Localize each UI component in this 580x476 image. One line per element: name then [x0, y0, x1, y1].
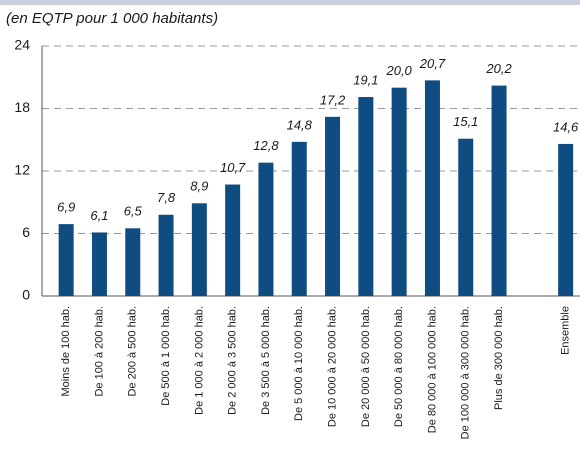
x-tick-label: De 500 à 1 000 hab.	[160, 306, 172, 406]
x-tick-label: De 2 000 à 3 500 hab.	[227, 306, 239, 415]
x-tick-label: De 100 à 200 hab.	[93, 306, 105, 397]
value-label: 6,5	[124, 204, 143, 219]
bar	[91, 232, 107, 296]
value-label: 14,6	[553, 119, 579, 134]
value-label: 6,1	[90, 208, 108, 223]
top-band	[0, 0, 580, 5]
value-label: 10,7	[220, 160, 246, 175]
bar	[258, 162, 274, 296]
bar	[191, 203, 207, 296]
x-tick-label: De 5 000 à 10 000 hab.	[293, 306, 305, 421]
y-tick-label: 18	[14, 99, 30, 115]
x-tick-label: Ensemble	[560, 306, 572, 355]
value-label: 20,2	[485, 61, 512, 76]
x-tick-label: De 20 000 à 50 000 hab.	[360, 306, 372, 427]
y-tick-label: 12	[14, 162, 30, 178]
x-tick-label: Moins de 100 hab.	[60, 306, 72, 397]
y-tick-label: 6	[22, 224, 30, 240]
x-tick-label: De 80 000 à 100 000 hab.	[426, 306, 438, 433]
y-tick-label: 24	[14, 37, 30, 53]
bar	[458, 138, 474, 296]
bar	[391, 87, 407, 297]
bar	[291, 141, 307, 296]
chart-subtitle: (en EQTP pour 1 000 habitants)	[6, 10, 218, 27]
value-label: 17,2	[320, 92, 346, 107]
x-tick-label: De 10 000 à 20 000 hab.	[326, 306, 338, 427]
x-tick-label: Plus de 300 000 hab.	[493, 306, 505, 410]
value-label: 7,8	[157, 190, 176, 205]
value-label: 12,8	[253, 138, 279, 153]
bar	[491, 85, 507, 296]
x-tick-label: De 3 500 à 5 000 hab.	[260, 306, 272, 415]
value-label: 15,1	[453, 114, 478, 129]
bar	[225, 184, 241, 296]
bar	[358, 97, 374, 297]
value-label: 19,1	[353, 72, 378, 87]
x-tick-label: De 1 000 à 2 000 hab.	[193, 306, 205, 415]
bar	[158, 214, 174, 296]
x-tick-label: De 200 à 500 hab.	[127, 306, 139, 397]
value-label: 20,7	[419, 56, 446, 71]
bar	[424, 80, 440, 296]
value-label: 8,9	[190, 179, 208, 194]
value-label: 20,0	[385, 63, 412, 78]
bar	[125, 228, 141, 296]
x-tick-label: De 100 000 à 300 000 hab.	[460, 306, 472, 439]
value-label: 14,8	[287, 117, 313, 132]
y-tick-label: 0	[22, 287, 30, 303]
bar	[58, 224, 74, 296]
x-tick-label: De 50 000 à 80 000 hab.	[393, 306, 405, 427]
value-label: 6,9	[57, 200, 75, 215]
bar	[325, 116, 341, 296]
bar	[558, 143, 574, 296]
